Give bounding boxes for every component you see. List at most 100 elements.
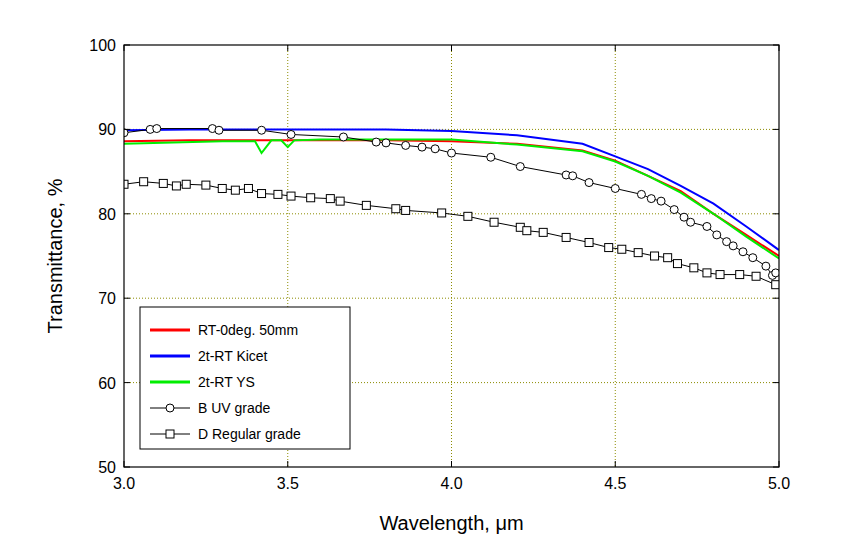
- marker: [762, 262, 770, 270]
- tick: [124, 45, 125, 51]
- marker: [215, 126, 223, 134]
- tick: [124, 213, 130, 214]
- marker: [664, 254, 672, 262]
- marker: [274, 190, 282, 198]
- marker: [690, 264, 698, 272]
- legend-swatch: [150, 329, 190, 332]
- marker: [729, 242, 737, 250]
- legend-label: 2t-RT Kicet: [198, 348, 268, 364]
- marker: [618, 245, 626, 253]
- marker: [153, 125, 161, 133]
- marker: [673, 260, 681, 268]
- y-axis-label: Transmittance, %: [44, 178, 66, 333]
- tick: [779, 461, 780, 467]
- marker: [523, 227, 531, 235]
- tick: [124, 298, 130, 299]
- tick: [451, 45, 452, 51]
- legend-box: [140, 307, 350, 449]
- x-axis-label: Wavelength, μm: [379, 512, 523, 534]
- tick: [287, 461, 288, 467]
- marker: [448, 149, 456, 157]
- tick-label: 4.0: [440, 475, 462, 492]
- legend: RT-0deg. 50mm2t-RT Kicet2t-RT YSB UV gra…: [140, 307, 350, 449]
- tick-label: 3.5: [277, 475, 299, 492]
- legend-swatch: [150, 381, 190, 384]
- marker: [716, 271, 724, 279]
- tick: [124, 382, 130, 383]
- tick-label: 3.0: [113, 475, 135, 492]
- marker: [287, 192, 295, 200]
- series-line: [124, 182, 776, 285]
- marker: [307, 194, 315, 202]
- marker: [611, 184, 619, 192]
- marker: [739, 248, 747, 256]
- tick: [124, 467, 130, 468]
- plot-data: [124, 125, 779, 289]
- chart: 3.03.54.04.55.05060708090100Wavelength, …: [0, 0, 842, 558]
- legend-label: D Regular grade: [198, 426, 301, 442]
- marker: [202, 181, 210, 189]
- tick: [124, 129, 130, 130]
- frame: [124, 45, 779, 467]
- tick-label: 4.5: [604, 475, 626, 492]
- tick-label: 90: [98, 121, 116, 138]
- marker: [670, 206, 678, 214]
- grid-line: [124, 298, 779, 299]
- marker: [159, 179, 167, 187]
- marker: [218, 184, 226, 192]
- marker: [372, 138, 380, 146]
- marker: [772, 269, 779, 277]
- marker: [166, 430, 174, 438]
- marker: [258, 190, 266, 198]
- tick: [773, 298, 779, 299]
- marker: [418, 143, 426, 151]
- tick: [773, 382, 779, 383]
- legend-label: RT-0deg. 50mm: [198, 322, 298, 338]
- marker: [287, 130, 295, 138]
- marker: [703, 222, 711, 230]
- tick-label: 60: [98, 375, 116, 392]
- marker: [140, 178, 148, 186]
- marker: [339, 133, 347, 141]
- legend-label: B UV grade: [198, 400, 271, 416]
- marker: [402, 141, 410, 149]
- marker: [657, 197, 665, 205]
- tick-label: 50: [98, 459, 116, 476]
- tick-label: 80: [98, 206, 116, 223]
- marker: [539, 228, 547, 236]
- series-line: [124, 140, 779, 256]
- marker: [605, 244, 613, 252]
- series-line: [124, 129, 779, 250]
- marker: [382, 139, 390, 147]
- tick-label: 100: [89, 37, 116, 54]
- tick: [773, 213, 779, 214]
- marker: [166, 404, 174, 412]
- marker: [713, 231, 721, 239]
- series-line: [124, 129, 776, 276]
- marker: [487, 153, 495, 161]
- marker: [362, 201, 370, 209]
- marker: [336, 197, 344, 205]
- marker: [516, 163, 524, 171]
- marker: [772, 281, 779, 289]
- marker: [637, 190, 645, 198]
- marker: [752, 272, 760, 280]
- marker: [172, 182, 180, 190]
- grid-line: [615, 45, 616, 467]
- marker: [402, 206, 410, 214]
- marker: [392, 205, 400, 213]
- tick: [124, 45, 130, 46]
- grid-line: [451, 45, 452, 467]
- marker: [326, 195, 334, 203]
- marker: [634, 249, 642, 257]
- marker: [258, 126, 266, 134]
- marker: [562, 233, 570, 241]
- marker: [585, 179, 593, 187]
- marker: [182, 180, 190, 188]
- series-line: [124, 140, 779, 259]
- marker: [647, 195, 655, 203]
- marker: [431, 145, 439, 153]
- marker: [585, 238, 593, 246]
- tick: [779, 45, 780, 51]
- marker: [490, 218, 498, 226]
